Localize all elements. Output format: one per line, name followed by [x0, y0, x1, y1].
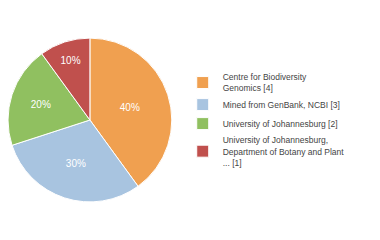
svg-text:Mined from GenBank, NCBI [3]: Mined from GenBank, NCBI [3] [223, 100, 340, 110]
svg-text:Centre for BiodiversityGenomic: Centre for BiodiversityGenomics [4] [223, 72, 307, 93]
svg-text:University of Johannesburg [2]: University of Johannesburg [2] [223, 119, 338, 129]
svg-text:10%: 10% [61, 55, 81, 66]
svg-text:30%: 30% [66, 158, 86, 169]
svg-text:University of Johannesburg,Dep: University of Johannesburg,Department of… [223, 135, 345, 167]
svg-text:40%: 40% [120, 102, 140, 113]
svg-text:20%: 20% [31, 99, 51, 110]
